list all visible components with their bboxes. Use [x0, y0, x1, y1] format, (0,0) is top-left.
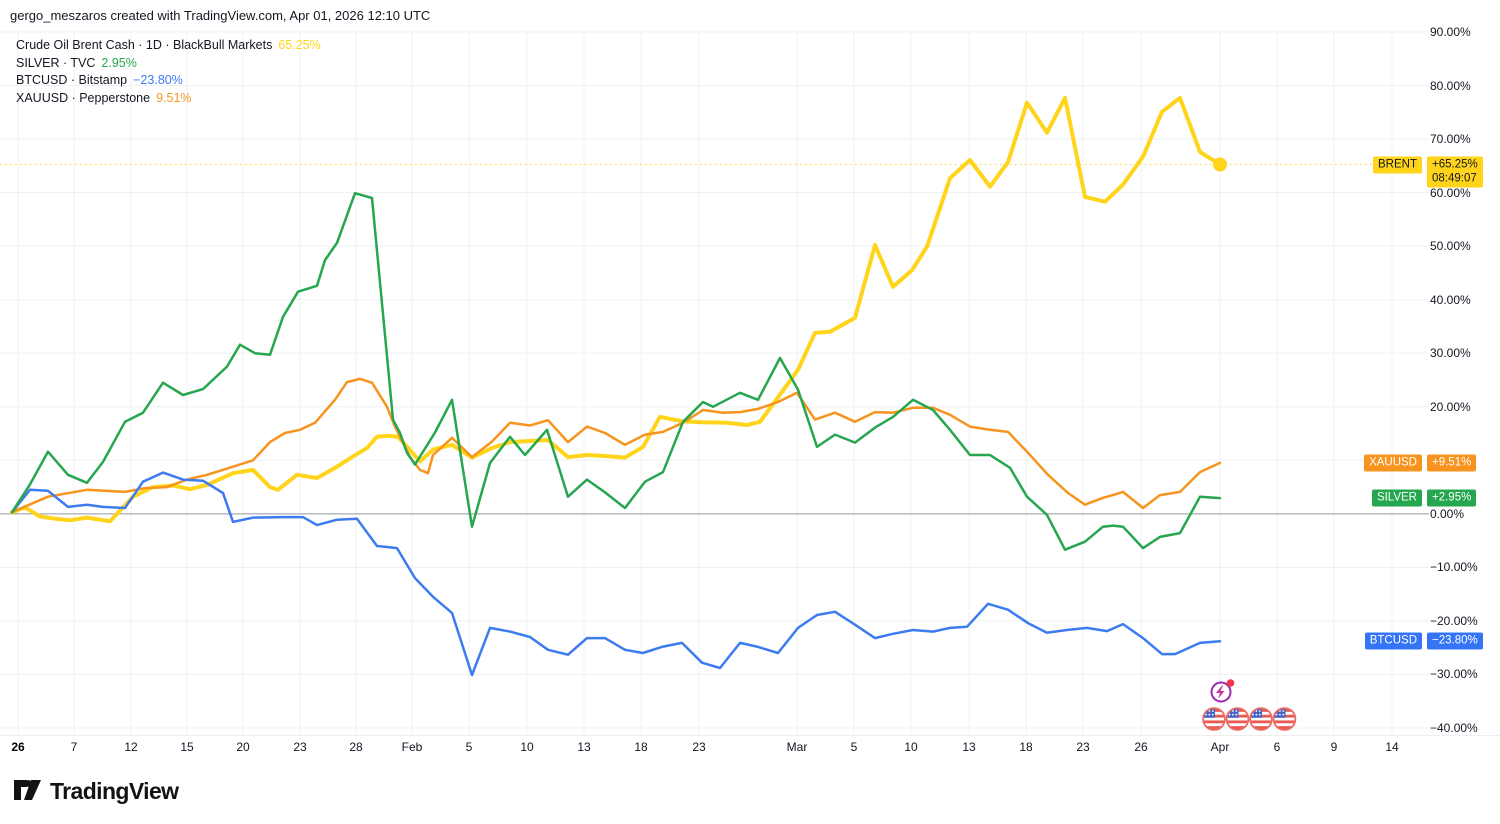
time-axis-label: 7	[70, 740, 78, 754]
time-axis-label: 28	[349, 740, 363, 754]
time-axis-label: 23	[293, 740, 307, 754]
time-axis-label: 23	[692, 740, 706, 754]
price-axis-label: −30.00%	[1430, 667, 1478, 682]
legend-symbol-title: BTCUSD · Bitstamp	[16, 73, 128, 87]
time-axis-label: 18	[634, 740, 648, 754]
time-axis-label: 5	[465, 740, 473, 754]
price-axis-label: 40.00%	[1430, 292, 1471, 307]
time-axis-label: Apr	[1210, 740, 1230, 754]
price-axis-label: 60.00%	[1430, 185, 1471, 200]
legend-change-percent: 65.25%	[278, 38, 321, 52]
silver-value-badge[interactable]: +2.95%	[1427, 489, 1477, 507]
price-axis-label: 90.00%	[1430, 25, 1471, 39]
symbol-legend: Crude Oil Brent Cash · 1D · BlackBull Ma…	[16, 37, 321, 107]
btc-symbol-badge[interactable]: BTCUSD	[1364, 632, 1422, 650]
legend-change-percent: −23.80%	[133, 73, 183, 87]
brent-value-badge[interactable]: +65.25% 08:49:07	[1427, 156, 1483, 187]
us-flag-event-icon[interactable]	[1225, 707, 1250, 731]
time-axis-label: 10	[520, 740, 534, 754]
legend-symbol-title: Crude Oil Brent Cash · 1D · BlackBull Ma…	[16, 38, 273, 52]
time-axis-label: 13	[962, 740, 976, 754]
attribution-text: gergo_meszaros created with TradingView.…	[10, 8, 431, 23]
legend-change-percent: 9.51%	[156, 90, 192, 105]
time-axis-label: 23	[1076, 740, 1090, 754]
legend-row-btc[interactable]: BTCUSD · Bitstamp −23.80%	[16, 72, 321, 90]
us-flag-event-icon[interactable]	[1249, 707, 1273, 731]
xauusd-series-line[interactable]	[10, 377, 1222, 514]
time-axis-label: 15	[180, 740, 194, 754]
time-axis-label: 13	[577, 740, 591, 754]
gold-symbol-badge[interactable]: XAUUSD	[1364, 454, 1422, 472]
silver-symbol-badge[interactable]: SILVER	[1371, 489, 1422, 507]
time-axis-label: 14	[1385, 740, 1399, 754]
legend-symbol-title: XAUUSD · Pepperstone	[16, 90, 151, 105]
time-axis-label: 26	[11, 740, 25, 754]
btcusd-series-line[interactable]	[10, 471, 1222, 677]
price-axis-label: 80.00%	[1430, 78, 1471, 93]
price-axis-label: 0.00%	[1430, 506, 1465, 521]
brent-countdown-timer: 08:49:07	[1432, 172, 1477, 184]
time-axis-label: 26	[1134, 740, 1148, 754]
price-axis-label: 50.00%	[1430, 239, 1471, 254]
time-axis-label: 18	[1019, 740, 1033, 754]
brent-symbol-badge[interactable]: BRENT	[1373, 156, 1422, 173]
price-axis-label: 20.00%	[1430, 399, 1471, 414]
price-axis-label: 70.00%	[1430, 132, 1471, 147]
us-flag-event-icon[interactable]	[1202, 707, 1226, 731]
brent-series-line[interactable]	[10, 95, 1222, 524]
legend-row-gold[interactable]: XAUUSD · Pepperstone 9.51%	[16, 90, 321, 108]
us-flag-event-icon[interactable]	[1272, 707, 1297, 731]
time-axis-separator	[0, 735, 1500, 736]
time-axis-label: 9	[1330, 740, 1338, 754]
silver-series-line[interactable]	[10, 191, 1222, 551]
tradingview-logo-text: TradingView	[50, 778, 179, 804]
time-axis-label: 6	[1273, 740, 1281, 754]
legend-symbol-title: SILVER · TVC	[16, 55, 96, 70]
price-axis-label: −10.00%	[1430, 560, 1478, 575]
gold-value-badge[interactable]: +9.51%	[1427, 454, 1477, 472]
price-axis-label: −20.00%	[1430, 613, 1478, 628]
tradingview-logo-icon	[14, 779, 41, 800]
price-axis-label: 30.00%	[1430, 346, 1471, 361]
legend-change-percent: 2.95%	[101, 55, 137, 70]
legend-row-brent[interactable]: Crude Oil Brent Cash · 1D · BlackBull Ma…	[16, 37, 321, 55]
legend-row-silver[interactable]: SILVER · TVC 2.95%	[16, 55, 321, 73]
price-axis-label: −40.00%	[1430, 721, 1478, 735]
tradingview-logo[interactable]: TradingView	[14, 778, 179, 805]
time-axis-label: 20	[236, 740, 250, 754]
btc-value-badge[interactable]: −23.80%	[1427, 632, 1483, 650]
economic-event-lightning-icon[interactable]	[1210, 679, 1235, 703]
time-axis-label: 5	[850, 740, 858, 754]
brent-last-value-marker	[1213, 157, 1227, 172]
time-axis-label: Feb	[401, 740, 423, 754]
time-axis-label: 12	[124, 740, 138, 754]
time-axis-label: 10	[904, 740, 918, 754]
time-axis-label: Mar	[786, 740, 808, 754]
